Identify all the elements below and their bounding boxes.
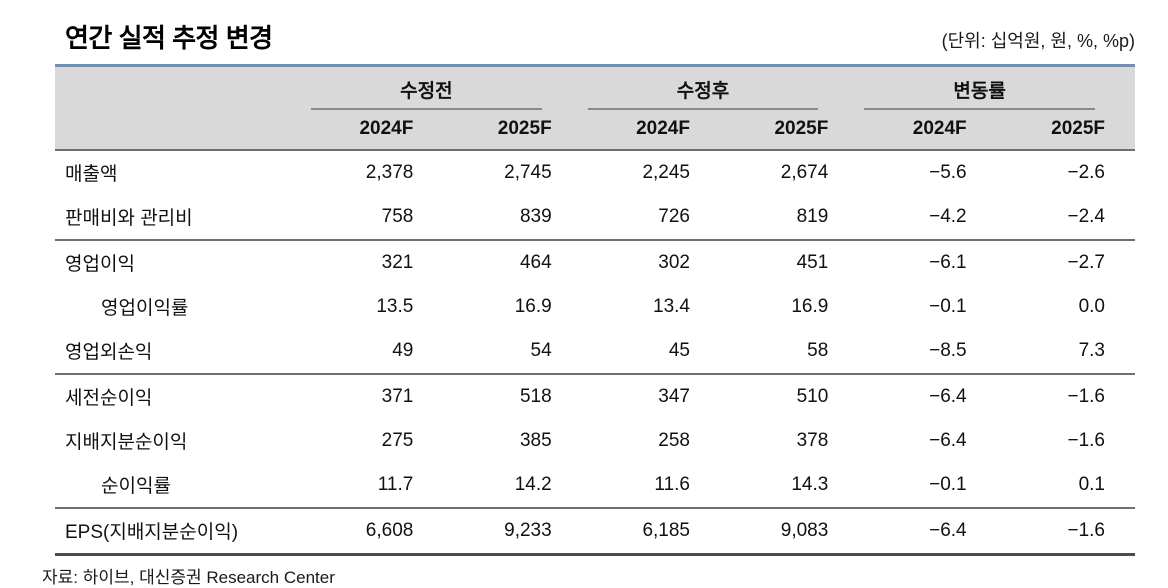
cell: 258 <box>581 419 720 463</box>
cell: 451 <box>719 240 859 285</box>
col-header: 2024F <box>858 110 997 151</box>
row-label: 영업이익률 <box>55 285 306 329</box>
row-label: 세전순이익 <box>55 374 306 419</box>
group-after-revision: 수정후 <box>581 65 859 110</box>
group-change-rate: 변동률 <box>858 65 1135 110</box>
table-row: 세전순이익 371 518 347 510 −6.4 −1.6 <box>55 374 1135 419</box>
cell: 302 <box>581 240 720 285</box>
cell: 9,083 <box>719 508 859 556</box>
cell: 16.9 <box>443 285 582 329</box>
cell: 13.4 <box>581 285 720 329</box>
cell: −2.4 <box>996 195 1135 241</box>
table-row: 순이익률 11.7 14.2 11.6 14.3 −0.1 0.1 <box>55 463 1135 509</box>
table-row: 판매비와 관리비 758 839 726 819 −4.2 −2.4 <box>55 195 1135 241</box>
cell: 11.7 <box>305 463 444 509</box>
cell: 7.3 <box>996 329 1135 375</box>
cell: 6,185 <box>581 508 720 556</box>
col-header: 2025F <box>443 110 582 151</box>
table-row: 매출액 2,378 2,745 2,245 2,674 −5.6 −2.6 <box>55 150 1135 195</box>
page-title: 연간 실적 추정 변경 <box>65 23 273 53</box>
corner-cell <box>55 65 306 151</box>
cell: 16.9 <box>719 285 859 329</box>
cell: 49 <box>305 329 444 375</box>
table-row: 지배지분순이익 275 385 258 378 −6.4 −1.6 <box>55 419 1135 463</box>
row-label: 판매비와 관리비 <box>55 195 306 241</box>
cell: −6.1 <box>858 240 997 285</box>
cell: −2.6 <box>996 150 1135 195</box>
group-label: 수정후 <box>587 76 819 110</box>
cell: −1.6 <box>996 419 1135 463</box>
col-header: 2024F <box>305 110 444 151</box>
table-row: 영업이익률 13.5 16.9 13.4 16.9 −0.1 0.0 <box>55 285 1135 329</box>
table-row: 영업이익 321 464 302 451 −6.1 −2.7 <box>55 240 1135 285</box>
cell: 378 <box>719 419 859 463</box>
cell: 726 <box>581 195 720 241</box>
cell: 371 <box>305 374 444 419</box>
cell: 510 <box>719 374 859 419</box>
earnings-estimate-table: 수정전 수정후 변동률 2024F 2025F 2024F 2025F 2024… <box>55 64 1135 556</box>
cell: −4.2 <box>858 195 997 241</box>
cell: 11.6 <box>581 463 720 509</box>
cell: −1.6 <box>996 508 1135 556</box>
row-label: 영업이익 <box>55 240 306 285</box>
cell: 2,378 <box>305 150 444 195</box>
group-header-row: 수정전 수정후 변동률 <box>55 65 1135 151</box>
cell: 9,233 <box>443 508 582 556</box>
cell: 819 <box>719 195 859 241</box>
row-label: 영업외손익 <box>55 329 306 375</box>
cell: 2,674 <box>719 150 859 195</box>
cell: 464 <box>443 240 582 285</box>
cell: −8.5 <box>858 329 997 375</box>
cell: −0.1 <box>858 463 997 509</box>
cell: 275 <box>305 419 444 463</box>
cell: 14.3 <box>719 463 859 509</box>
cell: 321 <box>305 240 444 285</box>
row-label: 매출액 <box>55 150 306 195</box>
cell: 0.0 <box>996 285 1135 329</box>
group-before-revision: 수정전 <box>305 65 582 110</box>
cell: 58 <box>719 329 859 375</box>
title-row: 연간 실적 추정 변경 (단위: 십억원, 원, %, %p) <box>42 18 1135 55</box>
cell: 45 <box>581 329 720 375</box>
year-header-row: 2024F 2025F 2024F 2025F 2024F 2025F <box>55 110 1135 151</box>
cell: −5.6 <box>858 150 997 195</box>
group-label: 수정전 <box>311 76 542 110</box>
cell: 758 <box>305 195 444 241</box>
col-header: 2025F <box>996 110 1135 151</box>
report-page: 연간 실적 추정 변경 (단위: 십억원, 원, %, %p) 수정전 수정후 … <box>42 18 1135 587</box>
row-label: 순이익률 <box>55 463 306 509</box>
cell: 0.1 <box>996 463 1135 509</box>
table-header: 수정전 수정후 변동률 2024F 2025F 2024F 2025F 2024… <box>55 65 1135 151</box>
cell: −1.6 <box>996 374 1135 419</box>
row-label: EPS(지배지분순이익) <box>55 508 306 556</box>
cell: −0.1 <box>858 285 997 329</box>
cell: 385 <box>443 419 582 463</box>
unit-note: (단위: 십억원, 원, %, %p) <box>941 31 1135 51</box>
source-note: 자료: 하이브, 대신증권 Research Center <box>42 568 335 587</box>
col-header: 2024F <box>581 110 720 151</box>
cell: −6.4 <box>858 374 997 419</box>
row-label: 지배지분순이익 <box>55 419 306 463</box>
cell: 518 <box>443 374 582 419</box>
cell: −6.4 <box>858 419 997 463</box>
cell: 14.2 <box>443 463 582 509</box>
cell: 6,608 <box>305 508 444 556</box>
cell: 839 <box>443 195 582 241</box>
cell: 2,745 <box>443 150 582 195</box>
cell: −2.7 <box>996 240 1135 285</box>
cell: 347 <box>581 374 720 419</box>
table-body: 매출액 2,378 2,745 2,245 2,674 −5.6 −2.6 판매… <box>55 150 1135 556</box>
cell: 54 <box>443 329 582 375</box>
cell: 2,245 <box>581 150 720 195</box>
col-header: 2025F <box>719 110 859 151</box>
table-row: 영업외손익 49 54 45 58 −8.5 7.3 <box>55 329 1135 375</box>
table-row: EPS(지배지분순이익) 6,608 9,233 6,185 9,083 −6.… <box>55 508 1135 556</box>
cell: −6.4 <box>858 508 997 556</box>
group-label: 변동률 <box>864 76 1095 110</box>
cell: 13.5 <box>305 285 444 329</box>
